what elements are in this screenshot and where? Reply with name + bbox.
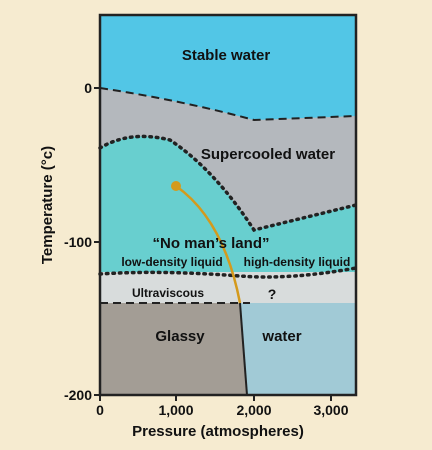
plot-frame: [98, 13, 358, 397]
crystallization-boundary: [98, 266, 358, 279]
liquid-liquid-coexistence-line: [175, 184, 242, 304]
x-tick-label-0: 0: [96, 402, 104, 418]
x-axis: 0 1,000 2,000 3,000 Pressure (atmosphere…: [96, 395, 349, 440]
ultraviscous-label: Ultraviscous: [132, 286, 204, 300]
y-axis-title: Temperature (°c): [39, 146, 56, 264]
y-axis: 0 -100 -200 Temperature (°c): [39, 80, 100, 403]
water-label: water: [261, 328, 301, 345]
glassy-label: Glassy: [155, 328, 205, 345]
stable-water-label: Stable water: [182, 47, 271, 64]
low-density-liquid-label: low-density liquid: [121, 255, 222, 269]
high-density-liquid-label: high-density liquid: [244, 255, 351, 269]
homogeneous-nucleation-boundary: [98, 134, 358, 232]
x-tick-label-1000: 1,000: [158, 402, 193, 418]
supercooled-water-label: Supercooled water: [201, 146, 335, 163]
x-tick-label-3000: 3,000: [313, 402, 348, 418]
y-tick-label-minus-200: -200: [64, 387, 92, 403]
y-tick-label-0: 0: [84, 80, 92, 96]
critical-point-marker: [171, 181, 181, 191]
unknown-label: ?: [268, 286, 277, 302]
glassy-region: [100, 303, 246, 395]
glassy-water-region: [240, 303, 356, 395]
x-axis-title: Pressure (atmospheres): [132, 423, 304, 440]
y-tick-label-minus-100: -100: [64, 234, 92, 250]
glassy-divider-line: [239, 302, 248, 396]
no-mans-land-label: “No man’s land”: [153, 235, 270, 252]
x-tick-label-2000: 2,000: [236, 402, 271, 418]
stable-supercooled-boundary: [99, 87, 357, 122]
